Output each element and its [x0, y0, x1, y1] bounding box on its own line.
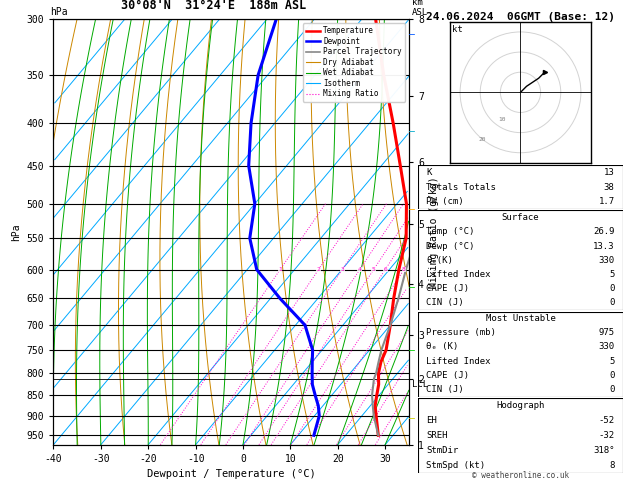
- Y-axis label: hPa: hPa: [11, 223, 21, 241]
- Text: CAPE (J): CAPE (J): [426, 371, 469, 380]
- Text: 8: 8: [609, 461, 615, 470]
- Text: 0: 0: [609, 284, 615, 293]
- Text: -52: -52: [598, 416, 615, 425]
- Text: Hodograph: Hodograph: [496, 401, 545, 410]
- Text: StmDir: StmDir: [426, 446, 459, 455]
- Text: Lifted Index: Lifted Index: [426, 357, 491, 365]
- Text: kt: kt: [452, 25, 463, 34]
- Text: Pressure (mb): Pressure (mb): [426, 328, 496, 337]
- Text: 26.9: 26.9: [593, 227, 615, 236]
- Text: StmSpd (kt): StmSpd (kt): [426, 461, 486, 470]
- Text: CIN (J): CIN (J): [426, 385, 464, 394]
- Text: SREH: SREH: [426, 431, 448, 440]
- X-axis label: Dewpoint / Temperature (°C): Dewpoint / Temperature (°C): [147, 469, 316, 479]
- Text: 6: 6: [383, 267, 387, 272]
- Text: 5: 5: [372, 267, 376, 272]
- Text: —: —: [409, 282, 415, 292]
- Text: 5: 5: [609, 357, 615, 365]
- Text: —: —: [409, 29, 415, 39]
- Legend: Temperature, Dewpoint, Parcel Trajectory, Dry Adiabat, Wet Adiabat, Isotherm, Mi: Temperature, Dewpoint, Parcel Trajectory…: [303, 23, 405, 102]
- Text: 3: 3: [340, 267, 344, 272]
- Text: 0: 0: [609, 298, 615, 308]
- Text: —: —: [409, 413, 415, 423]
- Text: © weatheronline.co.uk: © weatheronline.co.uk: [472, 471, 569, 480]
- Text: 20: 20: [479, 137, 486, 141]
- Text: 4: 4: [358, 267, 362, 272]
- Text: —: —: [409, 126, 415, 136]
- Text: —: —: [409, 204, 415, 214]
- Text: 2: 2: [316, 267, 320, 272]
- Text: Temp (°C): Temp (°C): [426, 227, 475, 236]
- Text: 38: 38: [604, 183, 615, 191]
- Text: 13.3: 13.3: [593, 242, 615, 250]
- Text: Totals Totals: Totals Totals: [426, 183, 496, 191]
- Text: Dewp (°C): Dewp (°C): [426, 242, 475, 250]
- Text: Lifted Index: Lifted Index: [426, 270, 491, 279]
- Text: Most Unstable: Most Unstable: [486, 314, 555, 323]
- Text: 1: 1: [278, 267, 282, 272]
- Text: 330: 330: [598, 343, 615, 351]
- Text: 8: 8: [402, 267, 406, 272]
- Text: 30°08'N  31°24'E  188m ASL: 30°08'N 31°24'E 188m ASL: [121, 0, 306, 12]
- Text: PW (cm): PW (cm): [426, 197, 464, 206]
- Text: CAPE (J): CAPE (J): [426, 284, 469, 293]
- Text: 24.06.2024  06GMT (Base: 12): 24.06.2024 06GMT (Base: 12): [426, 12, 615, 22]
- Text: EH: EH: [426, 416, 437, 425]
- Text: —: —: [409, 345, 415, 355]
- Text: 5: 5: [609, 270, 615, 279]
- Text: 13: 13: [604, 168, 615, 177]
- Text: 975: 975: [598, 328, 615, 337]
- Text: θₑ(K): θₑ(K): [426, 256, 454, 265]
- Text: 330: 330: [598, 256, 615, 265]
- Text: 318°: 318°: [593, 446, 615, 455]
- Text: Surface: Surface: [502, 213, 539, 222]
- Text: θₑ (K): θₑ (K): [426, 343, 459, 351]
- Text: 0: 0: [609, 371, 615, 380]
- Text: K: K: [426, 168, 432, 177]
- Text: hPa: hPa: [50, 7, 68, 17]
- Text: 10: 10: [499, 117, 506, 122]
- Text: -32: -32: [598, 431, 615, 440]
- Text: LCL: LCL: [411, 380, 428, 389]
- Text: 1.7: 1.7: [598, 197, 615, 206]
- Text: km
ASL: km ASL: [412, 0, 428, 17]
- Text: 0: 0: [609, 385, 615, 394]
- Text: CIN (J): CIN (J): [426, 298, 464, 308]
- Y-axis label: Mixing Ratio (g/kg): Mixing Ratio (g/kg): [430, 176, 439, 288]
